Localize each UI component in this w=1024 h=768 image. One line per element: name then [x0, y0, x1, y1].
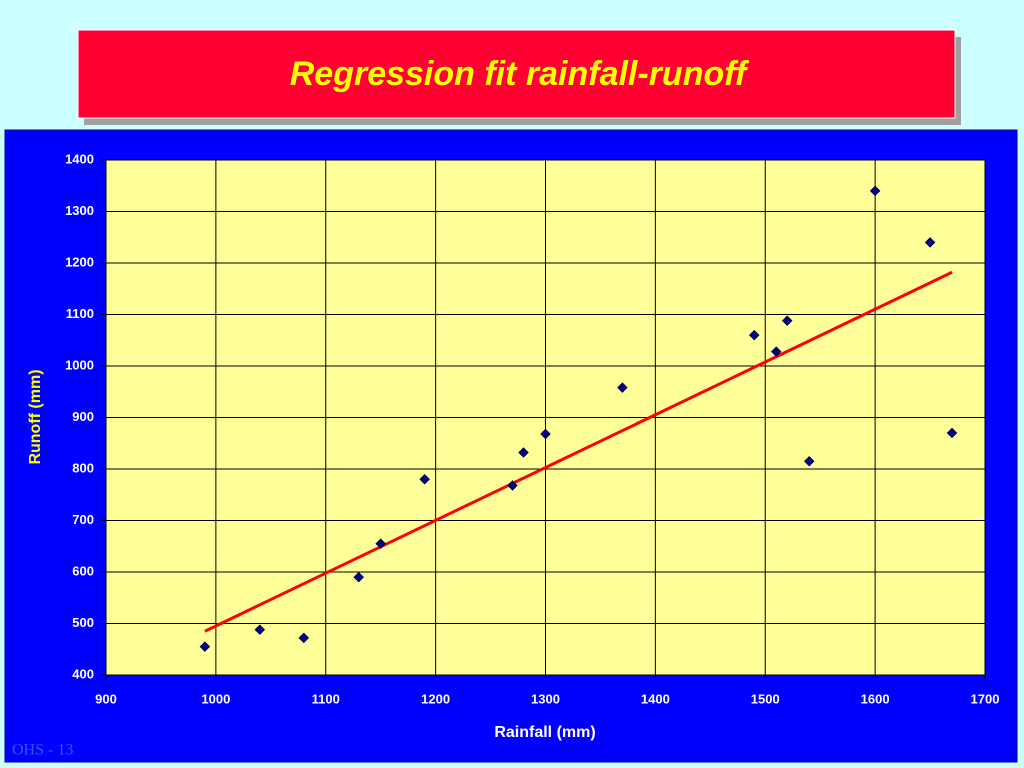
data-point	[781, 315, 793, 327]
y-tick-label: 800	[72, 460, 94, 475]
chart-title: Regression fit rainfall-runoff	[290, 55, 750, 93]
data-point	[199, 641, 211, 653]
data-point	[748, 329, 760, 341]
x-tick-label: 1600	[861, 691, 890, 706]
y-tick-label: 1300	[65, 203, 94, 218]
data-point	[507, 480, 518, 491]
y-tick-label: 400	[72, 666, 94, 681]
title-box	[77, 29, 956, 119]
plot-border	[105, 159, 986, 676]
data-point	[540, 428, 551, 440]
data-point	[803, 455, 815, 467]
data-point	[419, 473, 430, 485]
x-axis-label: Rainfall (mm)	[494, 724, 595, 741]
data-point	[375, 538, 387, 550]
x-tick-label: 1200	[421, 691, 450, 706]
footer: OHS - 13	[12, 742, 73, 759]
trendline	[204, 270, 953, 633]
y-tick-label: 1400	[65, 151, 94, 166]
x-tick-label: 900	[95, 691, 117, 706]
y-tick-label: 1200	[65, 254, 94, 269]
x-tick-label: 1300	[531, 691, 560, 706]
y-tick-label: 700	[72, 512, 94, 527]
data-point	[946, 427, 958, 439]
y-axis-label: Runoff (mm)	[27, 369, 44, 464]
y-tick-label: 500	[72, 615, 94, 630]
data-point	[353, 571, 365, 583]
data-point	[924, 237, 936, 248]
x-tick-label: 1700	[971, 691, 1000, 706]
data-point	[869, 185, 881, 197]
x-tick-label: 1000	[201, 691, 230, 706]
data-point	[617, 382, 628, 393]
y-tick-label: 1000	[65, 357, 94, 372]
y-tick-label: 900	[72, 409, 94, 424]
data-point	[254, 624, 266, 636]
data-point	[770, 346, 782, 357]
data-point	[298, 632, 310, 644]
x-tick-label: 1400	[641, 691, 670, 706]
x-tick-label: 1500	[751, 691, 780, 706]
x-tick-label: 1100	[312, 691, 340, 706]
y-tick-label: 600	[72, 563, 94, 578]
y-tick-label: 1100	[66, 306, 94, 321]
data-point	[518, 447, 529, 458]
